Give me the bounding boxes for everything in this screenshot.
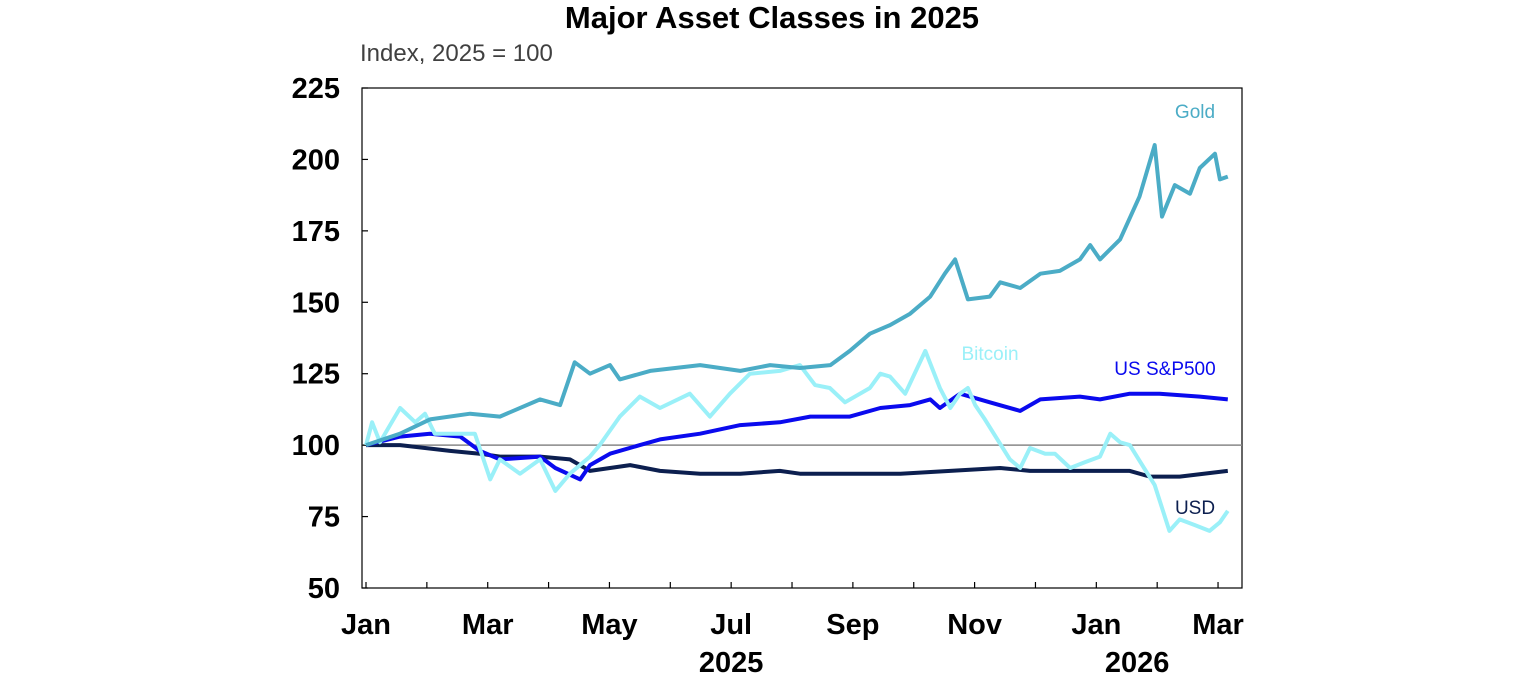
series-labels: Gold Bitcoin US S&P500 USD (961, 102, 1215, 519)
y-tick-label: 50 (308, 573, 340, 605)
x-tick-label: Sep (826, 609, 879, 641)
x-axis: Jan Mar May Jul Sep Nov Jan Mar 2025 2026 (341, 582, 1244, 679)
x-tick-label: Jan (341, 609, 391, 641)
series-line-gold (365, 143, 1229, 447)
x-tick-label: May (581, 609, 637, 641)
y-tick-label: 150 (292, 287, 340, 319)
series-label-bitcoin: Bitcoin (961, 344, 1018, 365)
series-line-usd (366, 443, 1229, 479)
y-tick-label: 225 (292, 73, 340, 105)
x-tick-label: Mar (462, 609, 514, 641)
x-tick-label: Nov (947, 609, 1002, 641)
series-lines (364, 143, 1230, 533)
plot-frame (361, 87, 1243, 589)
x-tick-label: Jan (1071, 609, 1121, 641)
y-tick-label: 200 (292, 144, 340, 176)
year-label: 2026 (1105, 647, 1170, 679)
y-tick-label: 175 (292, 216, 340, 248)
series-line-sp500 (365, 391, 1228, 482)
series-line-bitcoin (364, 348, 1230, 533)
series-label-gold: Gold (1175, 102, 1215, 123)
x-tick-label: Mar (1192, 609, 1244, 641)
chart-title: Major Asset Classes in 2025 (565, 0, 979, 35)
y-tick-label: 100 (292, 430, 340, 462)
y-tick-label: 125 (292, 359, 340, 391)
y-tick-label: 75 (308, 502, 340, 534)
series-label-sp500: US S&P500 (1114, 359, 1215, 380)
series-label-usd: USD (1175, 498, 1215, 519)
x-tick-label: Jul (710, 609, 752, 641)
y-axis: 50 75 100 125 150 175 200 225 (292, 73, 368, 605)
year-label: 2025 (699, 647, 764, 679)
chart-subtitle: Index, 2025 = 100 (360, 40, 553, 67)
